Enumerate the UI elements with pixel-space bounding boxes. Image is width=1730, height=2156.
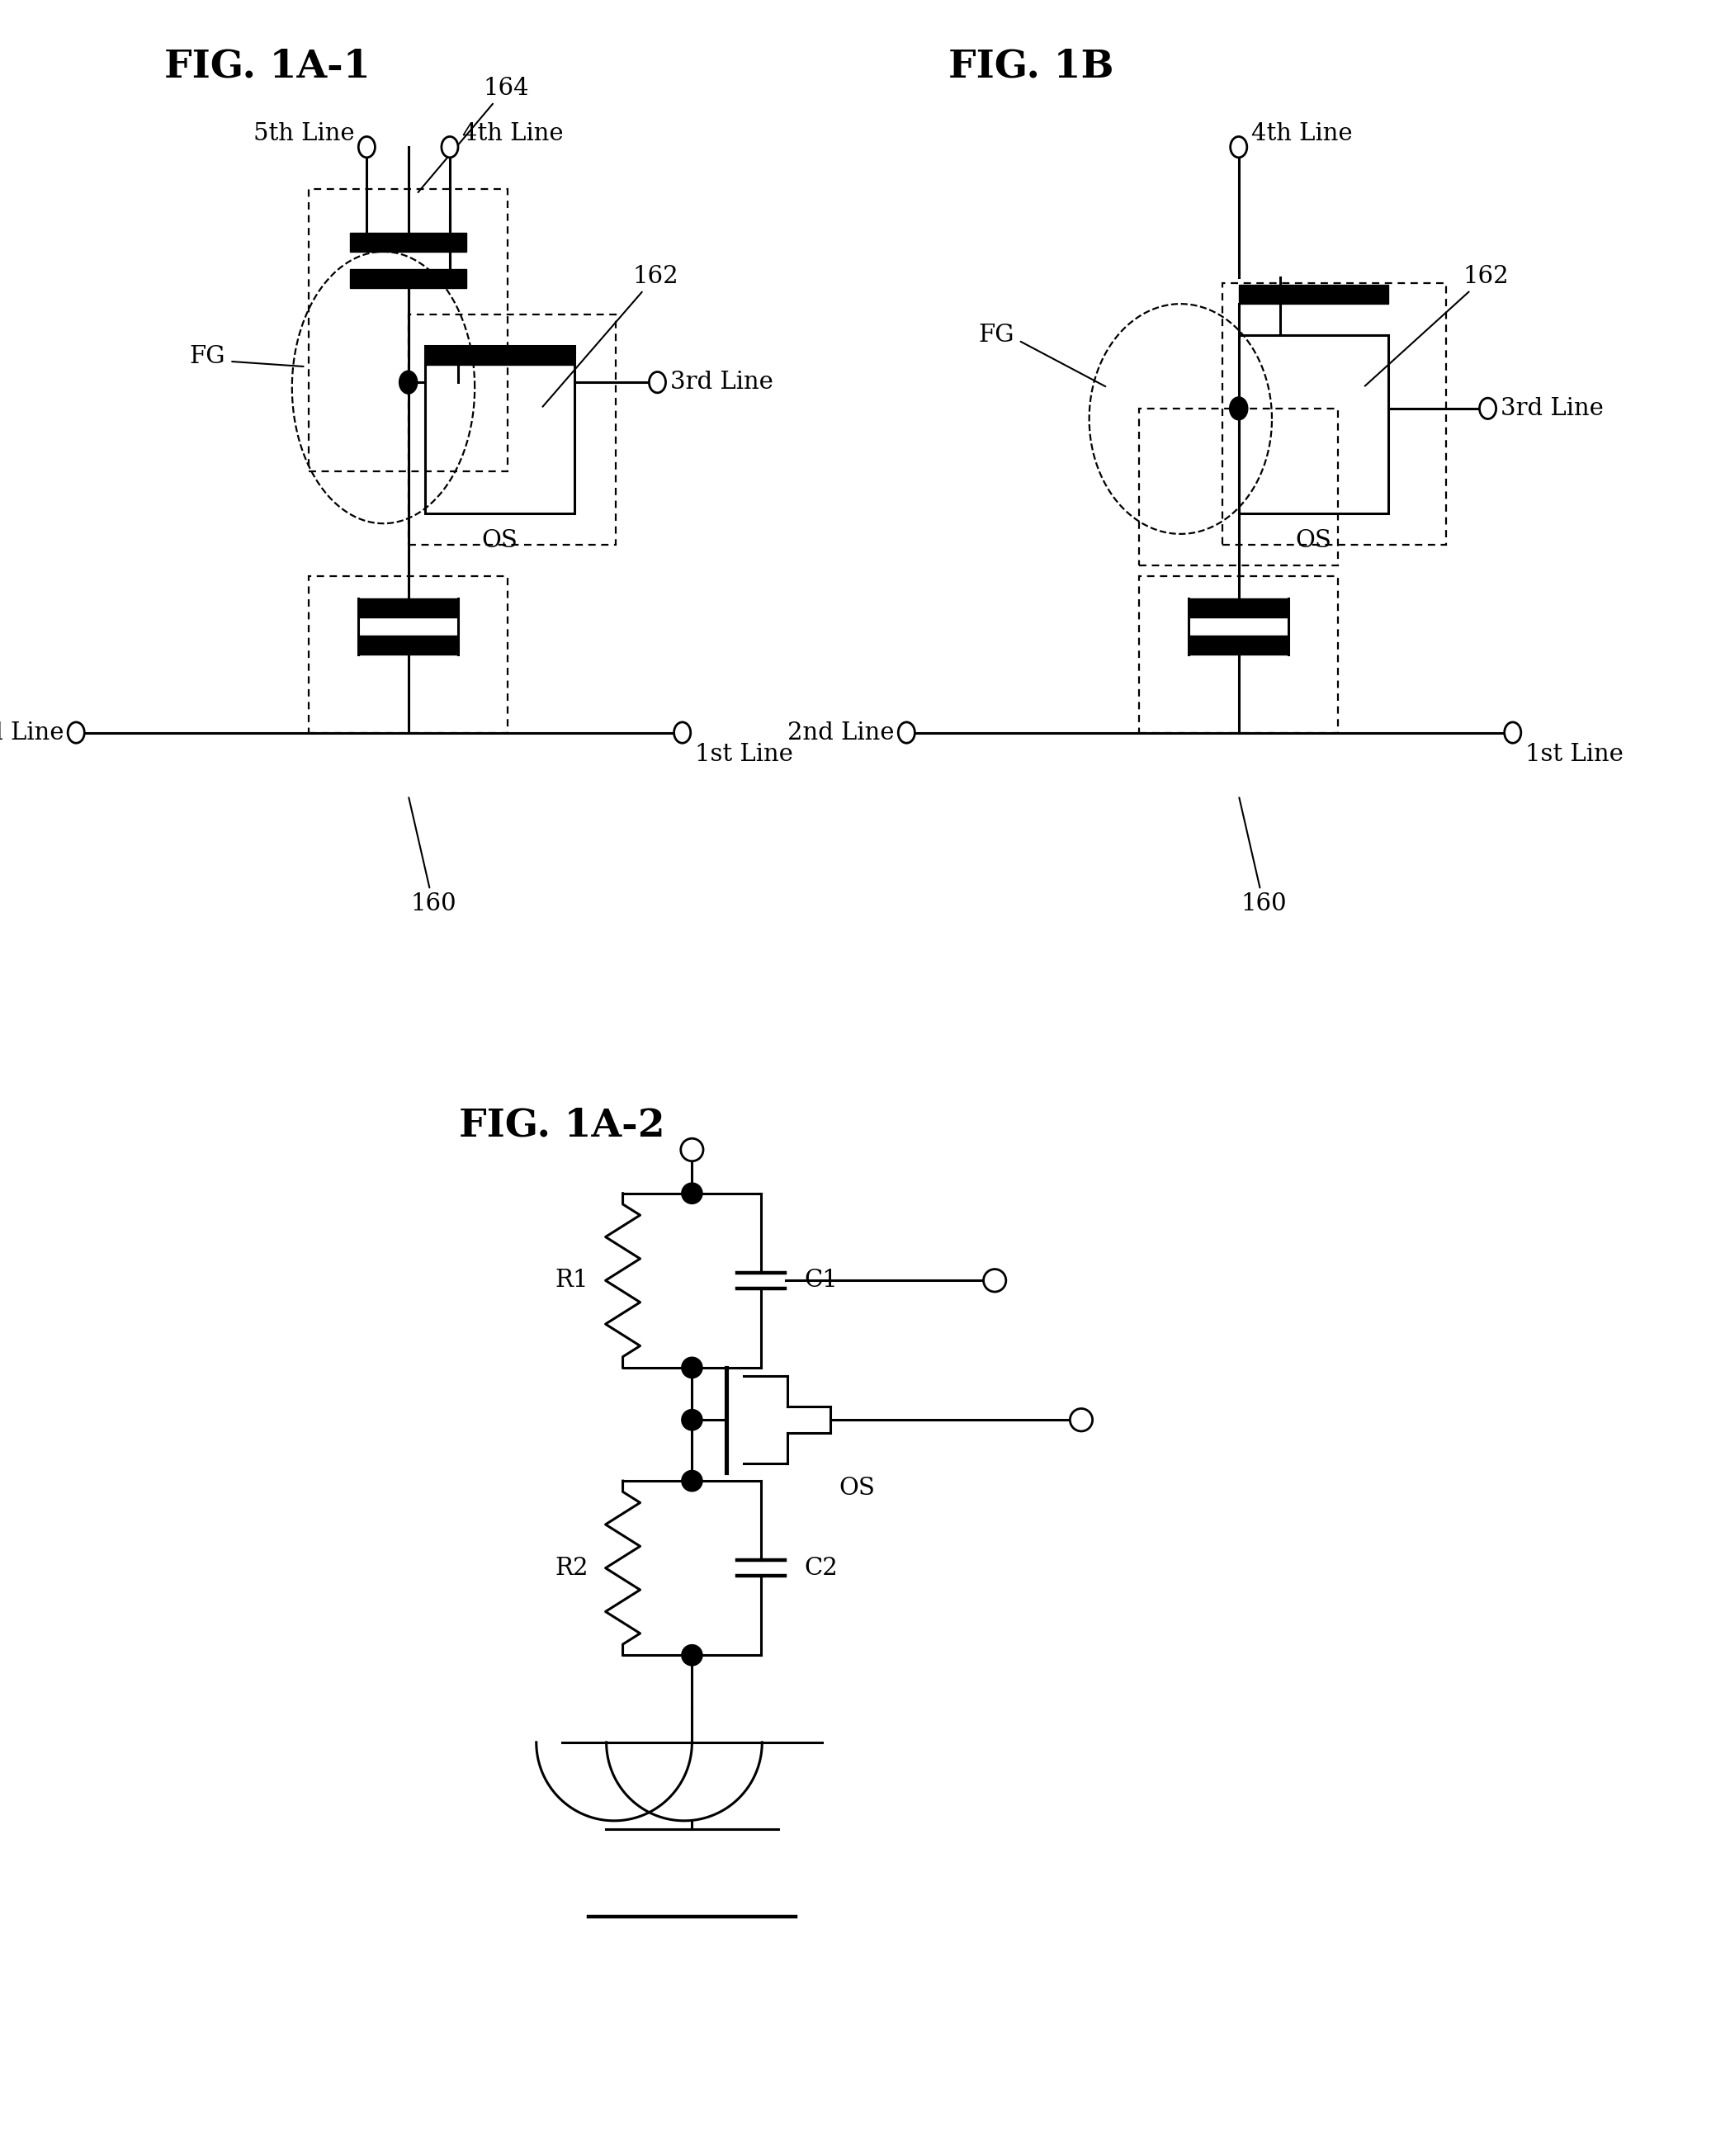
Circle shape (675, 722, 690, 744)
Circle shape (358, 136, 375, 157)
Bar (349, 270, 467, 289)
Text: FG: FG (190, 345, 225, 369)
Bar (358, 636, 458, 653)
Text: 4th Line: 4th Line (1251, 123, 1353, 144)
Circle shape (898, 722, 915, 744)
Circle shape (682, 1410, 702, 1429)
Text: 3rd Line: 3rd Line (1500, 397, 1604, 420)
Text: 2nd Line: 2nd Line (0, 720, 64, 744)
Bar (426, 345, 574, 364)
Text: 160: 160 (1239, 798, 1287, 916)
Bar (349, 233, 467, 252)
Circle shape (1230, 136, 1247, 157)
Text: 3rd Line: 3rd Line (670, 371, 773, 395)
Text: 1st Line: 1st Line (1526, 744, 1623, 765)
Text: 162: 162 (1365, 265, 1509, 386)
Bar (358, 599, 458, 617)
Text: FG: FG (979, 323, 1014, 347)
Text: 4th Line: 4th Line (462, 123, 564, 144)
Text: 164: 164 (419, 78, 529, 192)
Circle shape (682, 1356, 702, 1378)
Text: R1: R1 (555, 1270, 588, 1291)
Bar (408, 315, 616, 543)
Bar (1189, 599, 1289, 617)
Text: FIG. 1A-1: FIG. 1A-1 (164, 47, 370, 86)
Circle shape (1479, 399, 1496, 418)
Circle shape (682, 1470, 702, 1492)
Bar (1239, 336, 1387, 513)
Text: C1: C1 (804, 1270, 837, 1291)
Bar (308, 190, 509, 472)
Text: OS: OS (481, 528, 517, 552)
Text: OS: OS (1296, 528, 1332, 552)
Circle shape (400, 371, 417, 395)
Text: 162: 162 (543, 265, 678, 407)
Circle shape (682, 1184, 702, 1203)
Text: OS: OS (839, 1477, 875, 1501)
Bar (426, 345, 574, 513)
Text: 1st Line: 1st Line (695, 744, 792, 765)
Text: 5th Line: 5th Line (253, 123, 355, 144)
Circle shape (649, 371, 666, 392)
Circle shape (441, 136, 458, 157)
Bar (1239, 285, 1387, 304)
Circle shape (682, 1645, 702, 1667)
Text: 160: 160 (408, 798, 457, 916)
Circle shape (67, 722, 85, 744)
Circle shape (682, 1138, 702, 1162)
Circle shape (1069, 1408, 1093, 1432)
Text: FIG. 1A-2: FIG. 1A-2 (458, 1106, 666, 1145)
Circle shape (1230, 397, 1247, 420)
Bar (1138, 576, 1339, 733)
Text: 2nd Line: 2nd Line (787, 720, 894, 744)
Bar (308, 576, 509, 733)
Text: R2: R2 (555, 1557, 588, 1580)
Bar (1221, 282, 1446, 543)
Bar (1189, 636, 1289, 653)
Circle shape (1505, 722, 1521, 744)
Circle shape (983, 1270, 1005, 1291)
Bar (1138, 407, 1339, 565)
Text: FIG. 1B: FIG. 1B (948, 47, 1114, 86)
Text: C2: C2 (804, 1557, 837, 1580)
